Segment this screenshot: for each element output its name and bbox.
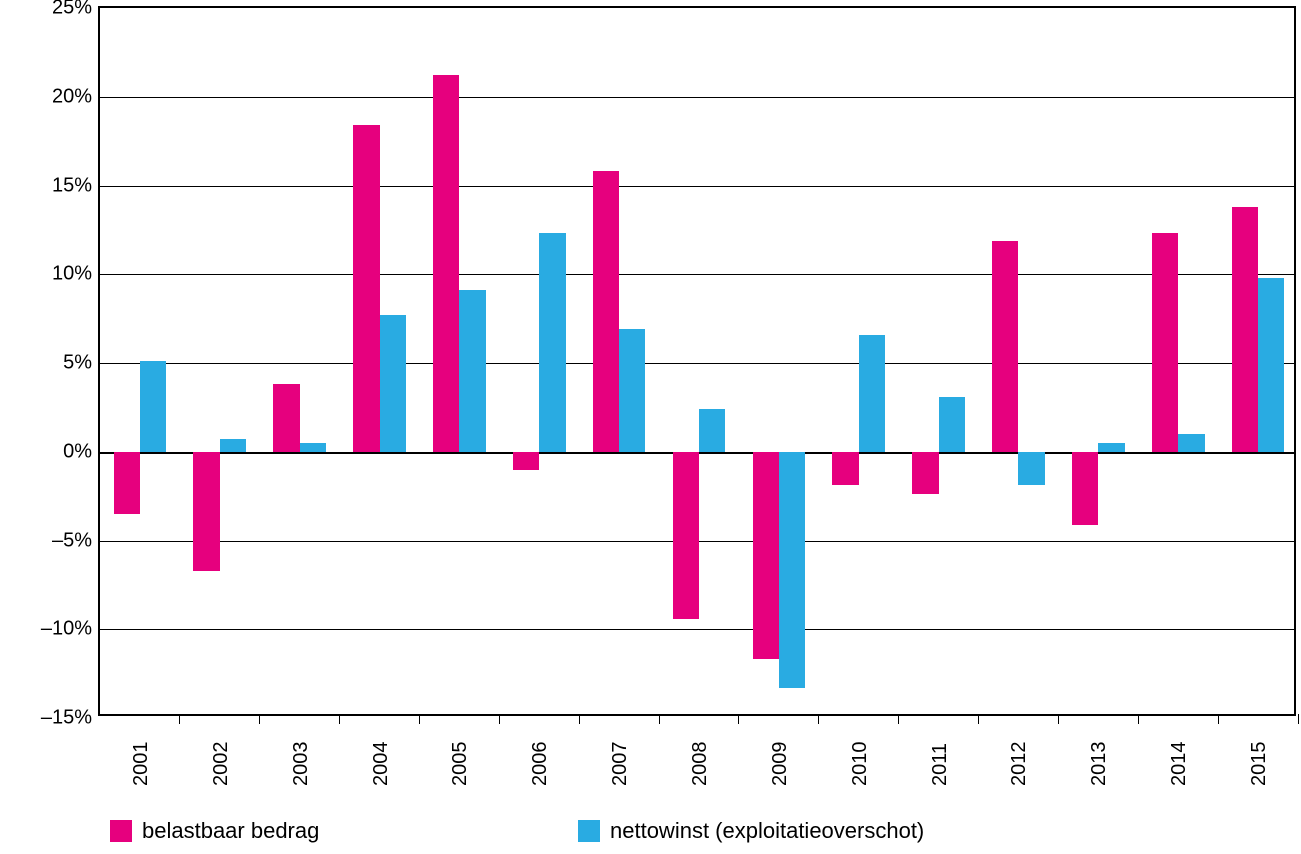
- bar-nettowinst-(exploitatieoverschot): [1018, 452, 1044, 486]
- gridline: [100, 363, 1294, 364]
- x-tick: [419, 714, 420, 724]
- bar-nettowinst-(exploitatieoverschot): [140, 361, 166, 452]
- x-axis-label: 2006: [529, 742, 552, 787]
- x-axis-label: 2009: [769, 742, 792, 787]
- bar-belastbaar-bedrag: [832, 452, 858, 486]
- x-tick: [978, 714, 979, 724]
- x-axis-label: 2008: [689, 742, 712, 787]
- x-axis-label: 2010: [849, 742, 872, 787]
- gridline: [100, 97, 1294, 98]
- x-tick: [1218, 714, 1219, 724]
- legend-item: nettowinst (exploitatieoverschot): [578, 818, 924, 844]
- y-axis-label: 20%: [52, 85, 100, 108]
- y-axis-label: 0%: [63, 440, 100, 463]
- bar-belastbaar-bedrag: [193, 452, 219, 571]
- bar-belastbaar-bedrag: [1232, 207, 1258, 452]
- y-axis-label: 25%: [52, 0, 100, 20]
- bar-nettowinst-(exploitatieoverschot): [939, 397, 965, 452]
- y-axis-label: –5%: [52, 529, 100, 552]
- bar-nettowinst-(exploitatieoverschot): [539, 233, 565, 451]
- bar-nettowinst-(exploitatieoverschot): [779, 452, 805, 688]
- bar-nettowinst-(exploitatieoverschot): [459, 290, 485, 452]
- bar-belastbaar-bedrag: [273, 384, 299, 451]
- bar-belastbaar-bedrag: [1152, 233, 1178, 451]
- y-axis-label: 5%: [63, 352, 100, 375]
- bar-belastbaar-bedrag: [593, 171, 619, 451]
- gridline: [100, 274, 1294, 275]
- x-axis-label: 2014: [1168, 742, 1191, 787]
- x-axis-label: 2004: [370, 742, 393, 787]
- x-tick: [1138, 714, 1139, 724]
- x-axis-label: 2007: [609, 742, 632, 787]
- grouped-bar-chart: –15% –10% –5% 0% 5% 10% 15% 20% 25% 2001 2002 2003 2…: [0, 0, 1301, 854]
- bar-nettowinst-(exploitatieoverschot): [1098, 443, 1124, 452]
- y-axis-label: 10%: [52, 263, 100, 286]
- x-axis-label: 2002: [210, 742, 233, 787]
- x-tick: [579, 714, 580, 724]
- bar-nettowinst-(exploitatieoverschot): [380, 315, 406, 452]
- x-tick: [738, 714, 739, 724]
- y-axis-label: –15%: [41, 707, 100, 730]
- bar-belastbaar-bedrag: [753, 452, 779, 660]
- x-axis-label: 2013: [1088, 742, 1111, 787]
- legend-swatch: [110, 820, 132, 842]
- bar-belastbaar-bedrag: [433, 75, 459, 451]
- bar-nettowinst-(exploitatieoverschot): [699, 409, 725, 452]
- x-tick: [818, 714, 819, 724]
- x-tick: [499, 714, 500, 724]
- bar-belastbaar-bedrag: [992, 241, 1018, 452]
- x-tick: [659, 714, 660, 724]
- x-axis-label: 2003: [290, 742, 313, 787]
- bar-nettowinst-(exploitatieoverschot): [1258, 278, 1284, 452]
- bar-belastbaar-bedrag: [673, 452, 699, 619]
- bar-nettowinst-(exploitatieoverschot): [1178, 434, 1204, 452]
- bar-belastbaar-bedrag: [1072, 452, 1098, 525]
- x-axis-label: 2005: [449, 742, 472, 787]
- gridline: [100, 186, 1294, 187]
- gridline: [100, 629, 1294, 630]
- bar-nettowinst-(exploitatieoverschot): [220, 439, 246, 451]
- y-axis-label: –10%: [41, 618, 100, 641]
- x-axis-label: 2015: [1248, 742, 1271, 787]
- legend-label: belastbaar bedrag: [142, 818, 319, 844]
- bar-nettowinst-(exploitatieoverschot): [619, 329, 645, 451]
- bar-nettowinst-(exploitatieoverschot): [859, 335, 885, 452]
- bar-nettowinst-(exploitatieoverschot): [300, 443, 326, 452]
- x-tick: [898, 714, 899, 724]
- x-tick: [259, 714, 260, 724]
- legend-swatch: [578, 820, 600, 842]
- x-axis-label: 2001: [130, 742, 153, 787]
- x-tick: [179, 714, 180, 724]
- bar-belastbaar-bedrag: [114, 452, 140, 514]
- legend-label: nettowinst (exploitatieoverschot): [610, 818, 924, 844]
- legend-item: belastbaar bedrag: [110, 818, 319, 844]
- x-tick: [339, 714, 340, 724]
- x-tick: [1298, 714, 1299, 724]
- x-axis-label: 2012: [1008, 742, 1031, 787]
- plot-area: –15%–10%–5%0%5%10%15%20%25%2001200220032…: [98, 6, 1296, 716]
- bar-belastbaar-bedrag: [912, 452, 938, 495]
- bar-belastbaar-bedrag: [353, 125, 379, 452]
- x-tick: [1058, 714, 1059, 724]
- y-axis-label: 15%: [52, 174, 100, 197]
- x-axis-label: 2011: [929, 743, 952, 786]
- bar-belastbaar-bedrag: [513, 452, 539, 470]
